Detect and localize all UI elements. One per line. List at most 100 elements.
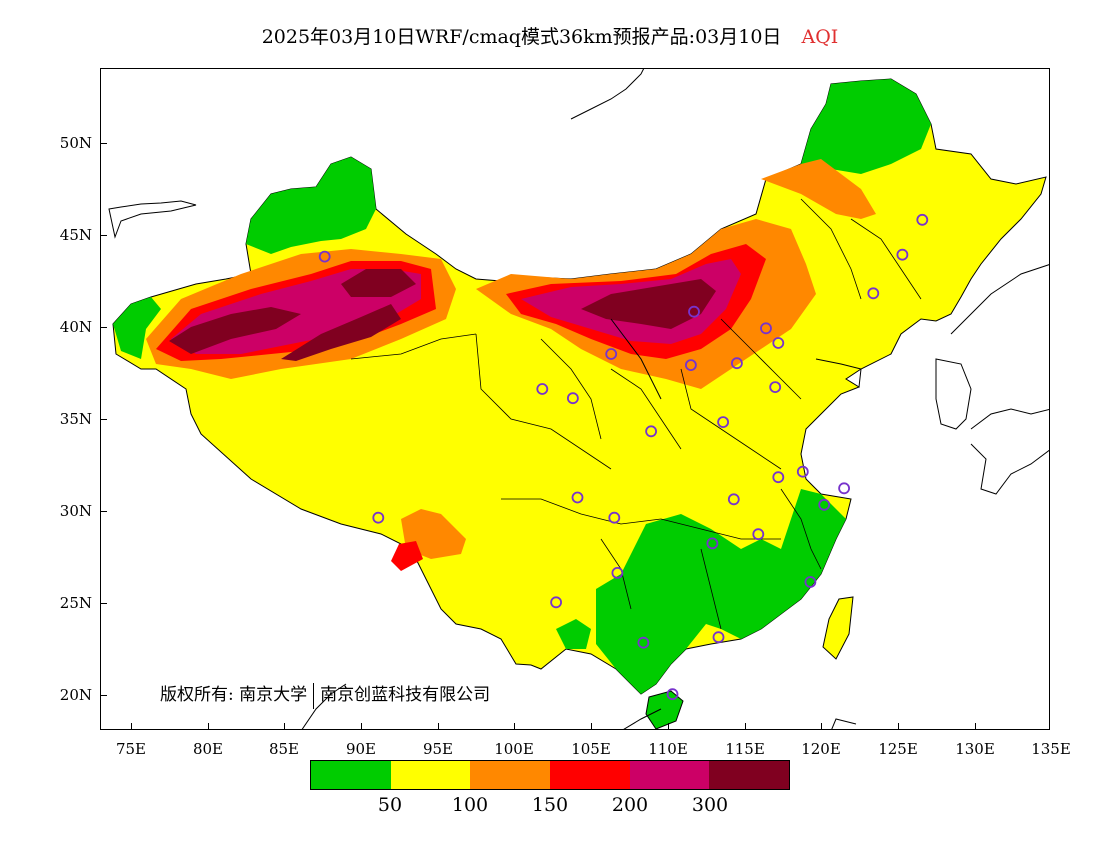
station-marker [772, 471, 785, 484]
region-aqi-orange-ne-belt [761, 159, 876, 219]
y-tick-label-20n: 20N [59, 686, 92, 704]
station-marker [772, 337, 785, 349]
legend-swatch-0 [311, 761, 391, 789]
region-aqi-maroon-north [581, 279, 716, 329]
x-tick [514, 723, 515, 730]
legend-label-300: 300 [691, 794, 729, 816]
title-text: 2025年03月10日WRF/cmaq模式36km预报产品:03月10日 [261, 26, 782, 48]
station-marker [550, 596, 563, 609]
x-tick [975, 723, 976, 730]
station-marker [712, 631, 725, 644]
y-tick-label-30n: 30N [59, 502, 92, 520]
x-tick [208, 723, 209, 730]
x-tick [745, 723, 746, 730]
legend-swatch-1 [390, 761, 471, 789]
x-tick-label-105e: 105E [571, 740, 611, 758]
y-tick [100, 511, 107, 512]
region-aqi-green-northwest [246, 157, 376, 254]
station-markers [318, 213, 929, 701]
x-tick-label-85e: 85E [268, 740, 300, 758]
station-marker [752, 528, 765, 541]
y-tick-label-50n: 50N [59, 134, 92, 152]
x-tick-label-120e: 120E [801, 740, 841, 758]
region-aqi-green-south [596, 489, 846, 694]
legend-swatch-5 [709, 761, 790, 789]
station-marker [867, 287, 880, 300]
copyright-owner-2: 南京创蓝科技有限公司 [320, 685, 491, 705]
station-marker [896, 248, 909, 261]
y-tick [100, 695, 107, 696]
legend-label-100: 100 [451, 794, 489, 816]
region-aqi-maroon-xinjiang-1 [169, 307, 301, 354]
station-marker [605, 348, 618, 360]
station-marker [717, 416, 729, 429]
region-aqi-yellow-china [112, 78, 1047, 695]
copyright-notice: 版权所有: 南京大学 南京创蓝科技有限公司 [160, 680, 490, 709]
station-marker [685, 359, 697, 372]
x-tick [438, 723, 439, 730]
x-tick-label-95e: 95E [422, 740, 454, 758]
x-tick-label-115e: 115E [725, 740, 765, 758]
station-marker [688, 305, 700, 318]
station-marker [727, 493, 740, 506]
legend-swatch-3 [550, 761, 630, 789]
y-tick [100, 327, 107, 328]
station-marker [916, 213, 929, 226]
region-aqi-green-northeast [801, 79, 931, 174]
station-marker [706, 537, 719, 550]
aqi-map [108, 69, 1049, 729]
station-marker [666, 688, 679, 701]
map-title: 2025年03月10日WRF/cmaq模式36km预报产品:03月10日 AQI [0, 22, 1100, 49]
x-tick-label-90e: 90E [345, 740, 377, 758]
region-aqi-maroon-xinjiang-3 [341, 269, 416, 297]
x-tick-label-80e: 80E [192, 740, 224, 758]
station-marker [731, 357, 743, 370]
y-tick-label-35n: 35N [59, 410, 92, 428]
station-marker [637, 636, 650, 649]
x-tick [898, 723, 899, 730]
y-tick-label-25n: 25N [59, 594, 92, 612]
x-tick [131, 723, 132, 730]
x-tick [668, 723, 669, 730]
y-tick [100, 143, 107, 144]
station-marker [318, 250, 331, 263]
legend-label-50: 50 [377, 794, 403, 816]
x-tick-label-125e: 125E [878, 740, 918, 758]
station-marker [571, 491, 584, 504]
x-tick [284, 723, 285, 730]
legend-label-150: 150 [531, 794, 569, 816]
aqi-color-legend [310, 760, 790, 790]
station-marker [372, 511, 385, 524]
copyright-separator [313, 682, 315, 709]
x-tick [361, 723, 362, 730]
legend-swatch-4 [629, 761, 710, 789]
station-marker [838, 482, 850, 495]
x-tick-label-135e: 135E [1031, 740, 1071, 758]
station-marker [608, 511, 621, 524]
region-aqi-green-southwest [556, 619, 591, 649]
region-taiwan [822, 596, 854, 660]
station-marker [566, 392, 579, 405]
region-hainan [645, 690, 684, 729]
y-tick-label-45n: 45N [59, 226, 92, 244]
station-marker [536, 383, 549, 395]
y-tick [100, 419, 107, 420]
legend-label-200: 200 [611, 794, 649, 816]
variable-label: AQI [801, 26, 839, 48]
x-tick-label-100e: 100E [494, 740, 534, 758]
x-tick-label-75e: 75E [115, 740, 147, 758]
y-tick [100, 235, 107, 236]
region-aqi-green-west [113, 297, 161, 359]
x-tick [591, 723, 592, 730]
x-tick-label-130e: 130E [955, 740, 995, 758]
station-marker [769, 381, 782, 394]
station-marker [804, 576, 817, 588]
x-tick-label-110e: 110E [648, 740, 688, 758]
legend-swatch-2 [470, 761, 551, 789]
y-tick [100, 603, 107, 604]
y-tick-label-40n: 40N [59, 318, 92, 336]
map-frame [100, 68, 1050, 730]
copyright-label: 版权所有: [160, 685, 234, 705]
station-marker [796, 465, 809, 478]
province-boundaries [350, 198, 922, 630]
